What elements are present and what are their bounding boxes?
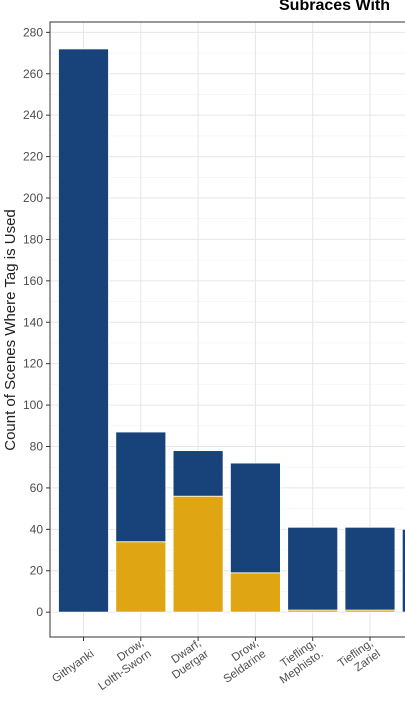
svg-text:Tiefling,Zariel: Tiefling,Zariel xyxy=(336,637,383,680)
y-tick-label: 260 xyxy=(23,67,43,81)
bar-segment xyxy=(401,528,405,613)
y-tick-label: 220 xyxy=(23,150,43,164)
y-tick-label: 60 xyxy=(30,481,44,495)
y-tick-label: 280 xyxy=(23,25,43,39)
y-tick-label: 160 xyxy=(23,274,43,288)
y-tick-label: 100 xyxy=(23,398,43,412)
bar-segment xyxy=(58,48,109,613)
svg-text:Drow,Lolth-Sworn: Drow,Lolth-Sworn xyxy=(89,637,154,693)
x-tick-label: Drow,Seldarine xyxy=(214,637,269,685)
bar-segment xyxy=(115,541,167,613)
y-tick-label: 180 xyxy=(23,232,43,246)
x-tick-label: Tiefling,Mephisto. xyxy=(270,637,326,686)
svg-text:Drow,Seldarine: Drow,Seldarine xyxy=(214,637,268,685)
y-tick-label: 240 xyxy=(23,108,43,122)
x-tick-label: Drow,Lolth-Sworn xyxy=(89,637,154,693)
y-tick-label: 20 xyxy=(30,564,44,578)
bar-segment xyxy=(344,526,396,611)
y-tick-label: 200 xyxy=(23,191,43,205)
chart-title: Subraces With xyxy=(279,0,390,14)
y-tick-label: 40 xyxy=(30,522,44,536)
svg-text:Githyanki: Githyanki xyxy=(50,648,96,685)
svg-text:Dwarf,Duergar: Dwarf,Duergar xyxy=(163,637,212,681)
svg-text:Tiefling,Mephisto.: Tiefling,Mephisto. xyxy=(270,637,325,686)
bar-segment xyxy=(172,495,224,613)
bar-segment xyxy=(287,526,339,611)
x-tick-label: Githyanki xyxy=(50,648,96,685)
y-tick-label: 140 xyxy=(23,315,43,329)
x-tick-label: Dwarf,Duergar xyxy=(163,637,212,681)
bar-segment xyxy=(115,431,167,543)
panel-border xyxy=(49,21,405,638)
y-tick-label: 0 xyxy=(36,605,43,619)
bar-segment xyxy=(172,450,224,497)
x-tick-label: Tiefling,Zariel xyxy=(336,637,383,680)
bar-segment xyxy=(229,572,281,613)
y-axis-title: Count of Scenes Where Tag is Used xyxy=(2,209,19,451)
y-tick-label: 80 xyxy=(30,439,44,453)
bars xyxy=(58,48,405,613)
bar-segment xyxy=(229,462,281,574)
y-tick-label: 120 xyxy=(23,357,43,371)
